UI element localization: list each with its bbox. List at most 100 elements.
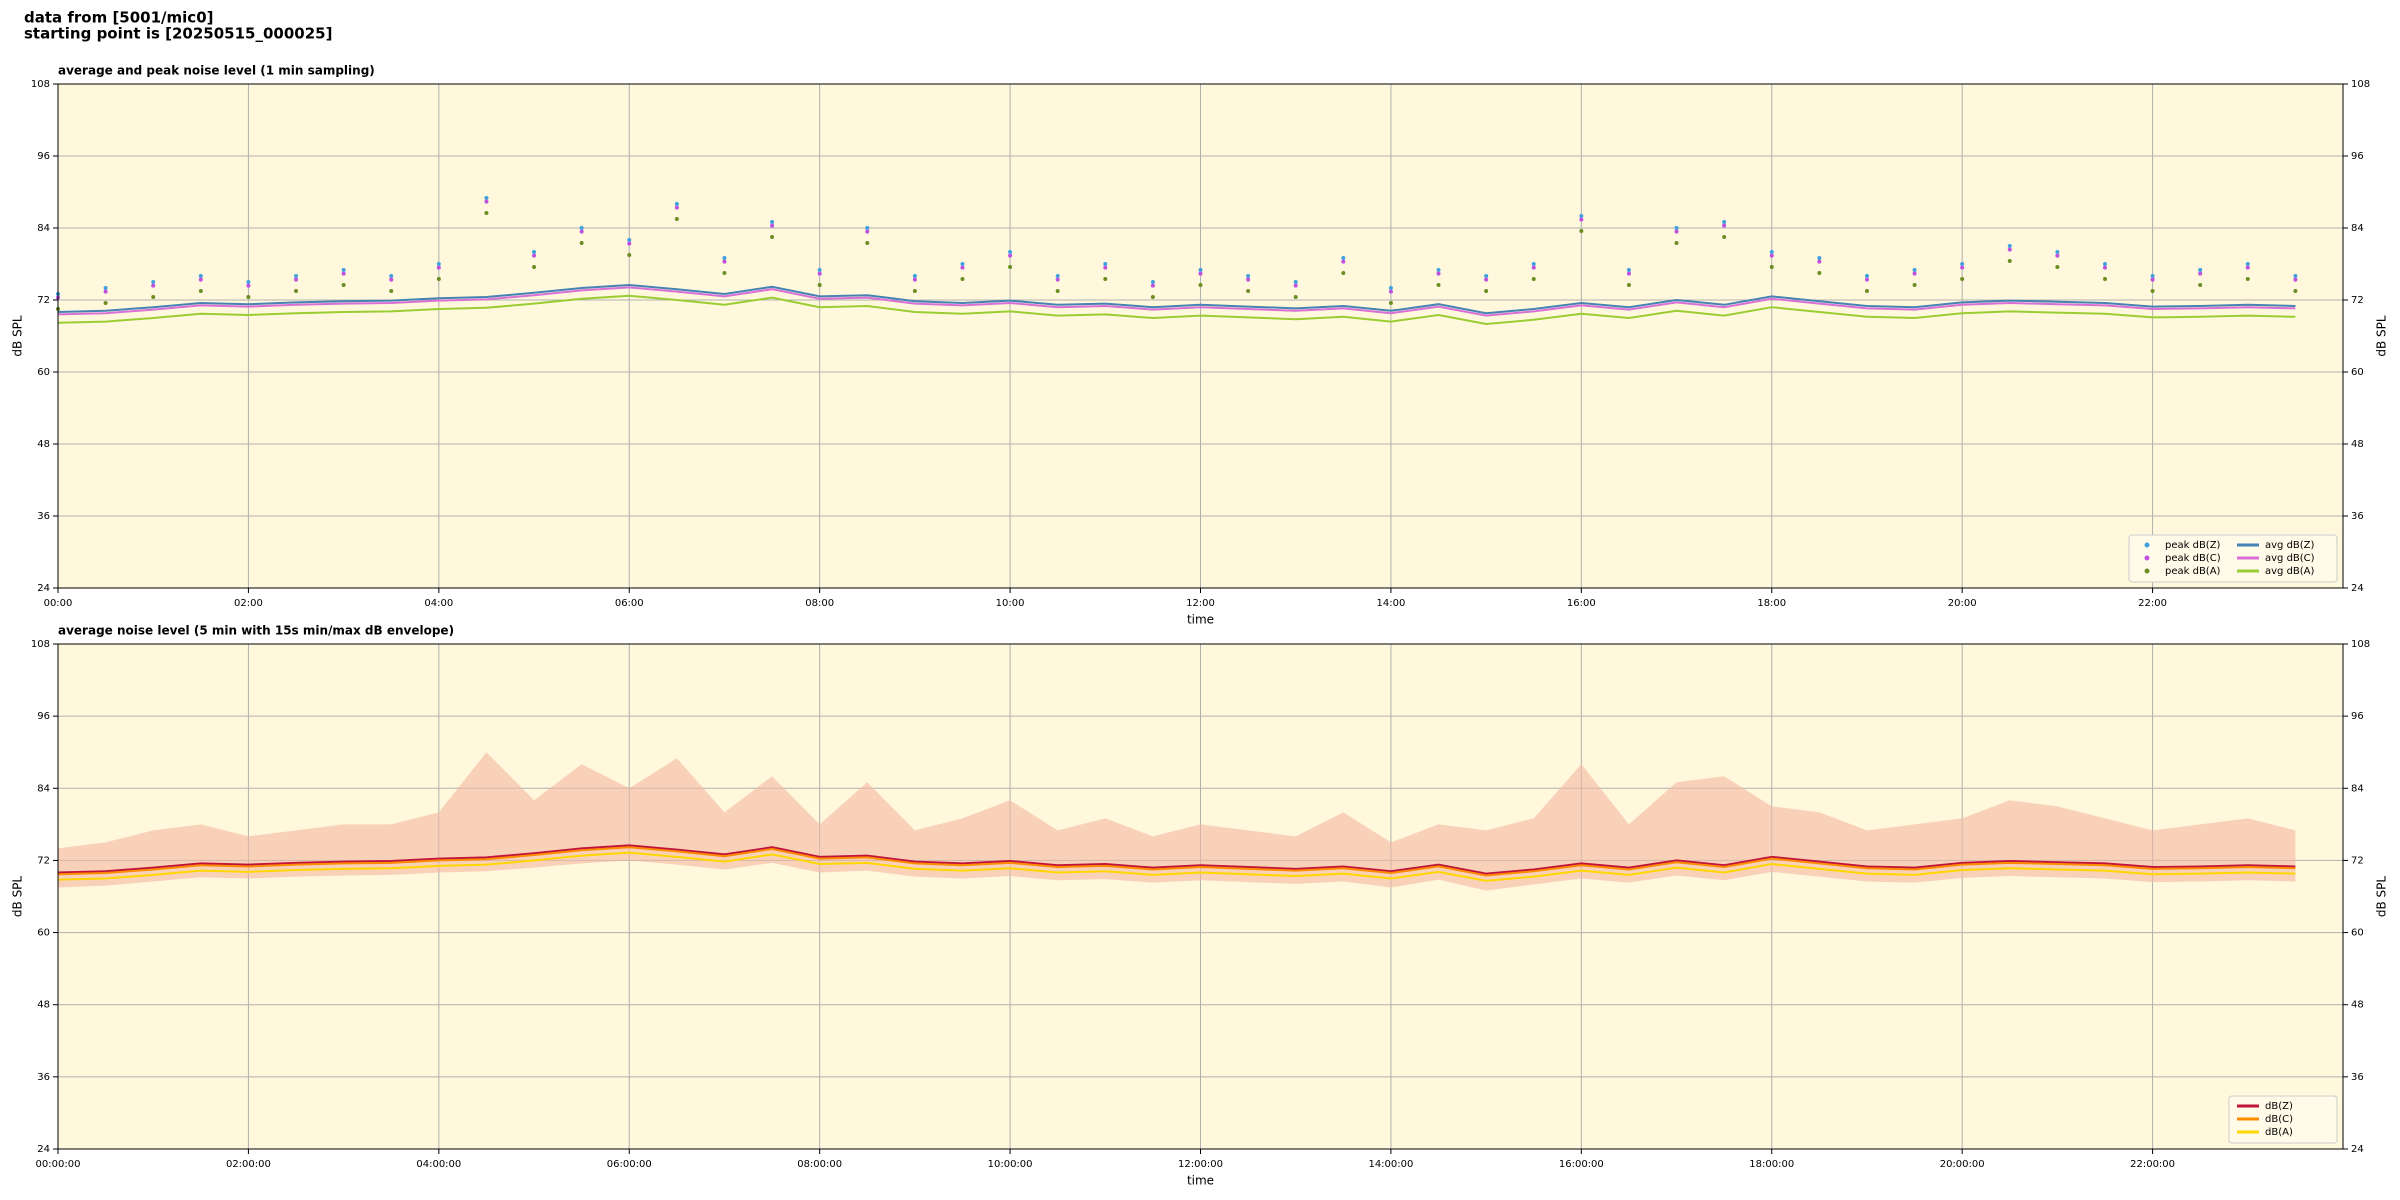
y-tick-label: 96 xyxy=(37,151,50,162)
peak-point xyxy=(246,280,251,284)
y-tick-label: 48 xyxy=(37,439,50,450)
peak-point xyxy=(1960,277,1965,281)
peak-point xyxy=(1293,283,1298,288)
peak-point xyxy=(579,241,584,245)
peak-point xyxy=(1484,274,1489,278)
peak-point xyxy=(341,283,346,287)
peak-point xyxy=(1674,226,1679,230)
peak-point xyxy=(865,226,870,230)
peak-point xyxy=(1341,259,1346,264)
y-tick-label: 24 xyxy=(2351,1144,2364,1155)
x-tick-label: 12:00 xyxy=(1186,598,1215,609)
legend-label: peak dB(A) xyxy=(2165,566,2221,577)
peak-point xyxy=(1531,265,1536,270)
y-tick-label: 60 xyxy=(2351,367,2364,378)
y-axis-label: dB SPL xyxy=(11,315,25,357)
peak-point xyxy=(1055,274,1060,278)
x-tick-label: 10:00:00 xyxy=(988,1159,1033,1170)
y-axis-label: dB SPL xyxy=(11,876,25,918)
y-tick-label: 72 xyxy=(2351,295,2364,306)
peak-point xyxy=(198,277,203,282)
plot-frame xyxy=(57,83,2344,589)
x-tick-label: 18:00 xyxy=(1757,598,1786,609)
peak-point xyxy=(389,274,394,278)
legend-swatch xyxy=(2144,555,2150,561)
peak-point xyxy=(389,289,394,293)
y-tick-label: 60 xyxy=(37,367,50,378)
peak-point xyxy=(484,199,489,204)
peak-point xyxy=(627,238,632,242)
legend-label: dB(C) xyxy=(2265,1114,2293,1125)
peak-point xyxy=(770,223,775,228)
y-tick-label: 36 xyxy=(37,511,50,522)
peak-point xyxy=(2055,250,2060,254)
peak-point xyxy=(579,229,584,234)
peak-point xyxy=(1674,241,1679,245)
peak-point xyxy=(294,274,299,278)
peak-point xyxy=(1722,235,1727,239)
peak-point xyxy=(2245,265,2250,270)
peak-point xyxy=(198,289,203,293)
peak-point xyxy=(674,205,679,210)
peak-point xyxy=(1388,301,1393,305)
peak-point xyxy=(1531,277,1536,281)
series-line xyxy=(57,294,2296,326)
peak-point xyxy=(1864,274,1869,278)
x-tick-label: 00:00:00 xyxy=(36,1159,81,1170)
x-tick-label: 02:00 xyxy=(234,598,263,609)
x-axis-label: time xyxy=(1187,1174,1214,1188)
peak-point xyxy=(1388,286,1393,290)
legend-label: avg dB(Z) xyxy=(2265,540,2315,551)
y-tick-label: 72 xyxy=(37,855,50,866)
y-tick-label: 108 xyxy=(31,639,50,650)
y-tick-label: 36 xyxy=(2351,511,2364,522)
y-tick-label: 84 xyxy=(37,783,50,794)
y-tick-label: 84 xyxy=(2351,783,2364,794)
y-tick-label: 24 xyxy=(2351,583,2364,594)
y-tick-label: 48 xyxy=(2351,439,2364,450)
y-axis-label: dB SPL xyxy=(2375,876,2389,918)
peak-point xyxy=(2150,274,2155,278)
peak-point xyxy=(341,271,346,276)
peak-point xyxy=(1626,271,1631,276)
x-tick-label: 08:00:00 xyxy=(797,1159,842,1170)
peak-point xyxy=(1912,268,1917,272)
y-tick-label: 48 xyxy=(37,1000,50,1011)
x-tick-label: 02:00:00 xyxy=(226,1159,271,1170)
peak-point xyxy=(1769,265,1774,269)
y-tick-label: 108 xyxy=(31,79,50,90)
y-tick-label: 108 xyxy=(2351,639,2370,650)
x-tick-label: 08:00 xyxy=(805,598,834,609)
peak-point xyxy=(865,229,870,234)
peak-point xyxy=(151,283,156,288)
peak-point xyxy=(1864,289,1869,293)
peak-point xyxy=(1436,268,1441,272)
peak-point xyxy=(960,265,965,270)
peak-point xyxy=(1817,271,1822,275)
peak-point xyxy=(1341,271,1346,275)
peak-point xyxy=(770,235,775,239)
x-axis-label: time xyxy=(1187,613,1214,627)
peak-point xyxy=(1103,277,1108,281)
peak-point xyxy=(1198,268,1203,272)
peak-point xyxy=(1436,283,1441,287)
peak-point xyxy=(1817,256,1822,260)
y-tick-label: 60 xyxy=(2351,928,2364,939)
peak-point xyxy=(436,262,441,266)
peak-point xyxy=(1769,250,1774,254)
peak-point xyxy=(912,289,917,293)
x-tick-label: 10:00 xyxy=(996,598,1025,609)
y-tick-label: 60 xyxy=(37,928,50,939)
peak-point xyxy=(1055,289,1060,293)
x-tick-label: 04:00 xyxy=(424,598,453,609)
peak-point xyxy=(2007,244,2012,248)
x-tick-label: 22:00:00 xyxy=(2130,1159,2175,1170)
y-tick-label: 72 xyxy=(37,295,50,306)
legend-box xyxy=(2128,534,2338,583)
peak-point xyxy=(1008,265,1013,269)
legend-swatch xyxy=(2144,568,2150,574)
peak-point xyxy=(436,277,441,281)
x-tick-label: 14:00 xyxy=(1377,598,1406,609)
peak-point xyxy=(2293,277,2298,282)
